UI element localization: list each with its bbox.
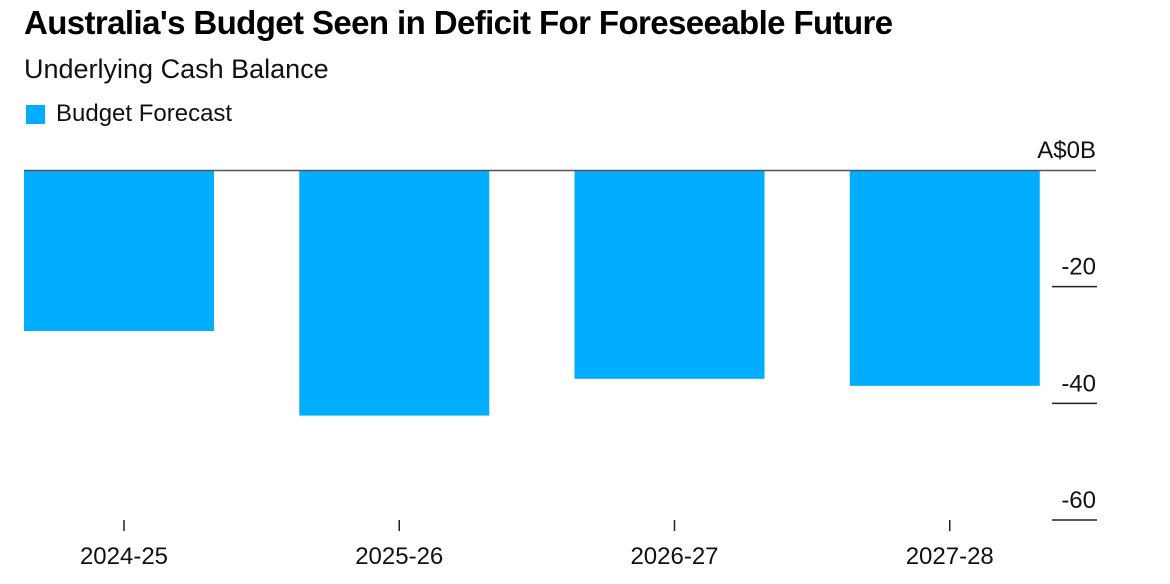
x-tick-label: 2024-25: [80, 543, 168, 570]
bar-2026-27: [574, 170, 765, 379]
legend-swatch: [26, 104, 45, 124]
y-tick-label: A$0B: [1037, 137, 1096, 164]
x-tick-label: 2027-28: [906, 543, 994, 570]
bar-2025-26: [299, 170, 490, 416]
legend-label: Budget Forecast: [56, 100, 233, 127]
x-tick-label: 2026-27: [630, 543, 718, 570]
y-tick-label: -60: [1061, 487, 1096, 514]
x-tick-label: 2025-26: [355, 543, 443, 570]
bar-2027-28: [849, 170, 1040, 386]
y-tick-label: -20: [1061, 254, 1096, 281]
y-tick-label: -40: [1061, 370, 1096, 397]
bar-2024-25: [24, 170, 214, 331]
legend: Budget Forecast: [26, 100, 232, 128]
chart-title: Australia's Budget Seen in Deficit For F…: [24, 4, 893, 41]
chart-subtitle: Underlying Cash Balance: [24, 54, 329, 84]
